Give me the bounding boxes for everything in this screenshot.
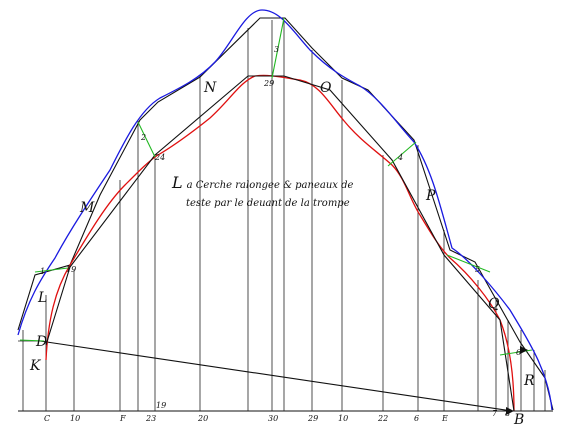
label-D: D <box>35 334 47 350</box>
label-O: O <box>320 80 332 96</box>
base-E: E <box>441 414 448 423</box>
label-Q: Q <box>488 296 500 312</box>
label-M: M <box>79 200 95 216</box>
num-2: 2 <box>140 133 146 142</box>
caption-line-2: teste par le deuant de la trompe <box>186 198 350 209</box>
base-20: 20 <box>197 414 208 423</box>
label-L: L <box>37 290 47 306</box>
base-C: C <box>44 414 50 423</box>
num-7: 7 <box>492 409 498 418</box>
arrow-mark-right <box>520 346 528 354</box>
num-5: 5 <box>475 265 480 274</box>
num-4: 4 <box>397 153 403 162</box>
num-6: 6 <box>516 348 521 357</box>
label-R: R <box>523 373 535 389</box>
num-19a: 19 <box>66 265 76 274</box>
base-30: 30 <box>268 414 278 423</box>
base-22: 22 <box>377 414 388 423</box>
vertical-lines <box>22 20 546 411</box>
label-K: K <box>29 358 42 374</box>
caption-line-1-rest: a Cerche ralongee & paneaux de <box>187 180 354 191</box>
base-23: 23 <box>145 414 156 423</box>
base-10r: 10 <box>338 414 348 423</box>
num-24: 24 <box>154 153 165 162</box>
blue-outer-curve <box>17 9 553 411</box>
base-29: 29 <box>307 414 318 423</box>
black-outer-polygon <box>17 17 554 411</box>
caption-initial: L <box>171 173 183 192</box>
green-joint-marks <box>19 17 533 356</box>
base-10: 10 <box>70 414 80 423</box>
base-F: F <box>119 414 126 423</box>
red-inner-curve <box>45 74 515 412</box>
label-N: N <box>203 80 217 96</box>
base-6: 6 <box>414 414 419 423</box>
num-3: 3 <box>274 45 279 54</box>
num-1: 1 <box>40 267 45 276</box>
arrow-mark-base <box>506 407 514 415</box>
base-19: 19 <box>156 401 166 410</box>
diagonal-line <box>39 340 513 412</box>
black-inner-chords <box>45 75 515 412</box>
label-P: P <box>425 188 436 204</box>
num-29: 29 <box>263 79 274 88</box>
base-labels: C 10 F 23 19 20 30 29 10 22 6 E B <box>44 401 524 428</box>
base-B: B <box>513 412 524 428</box>
